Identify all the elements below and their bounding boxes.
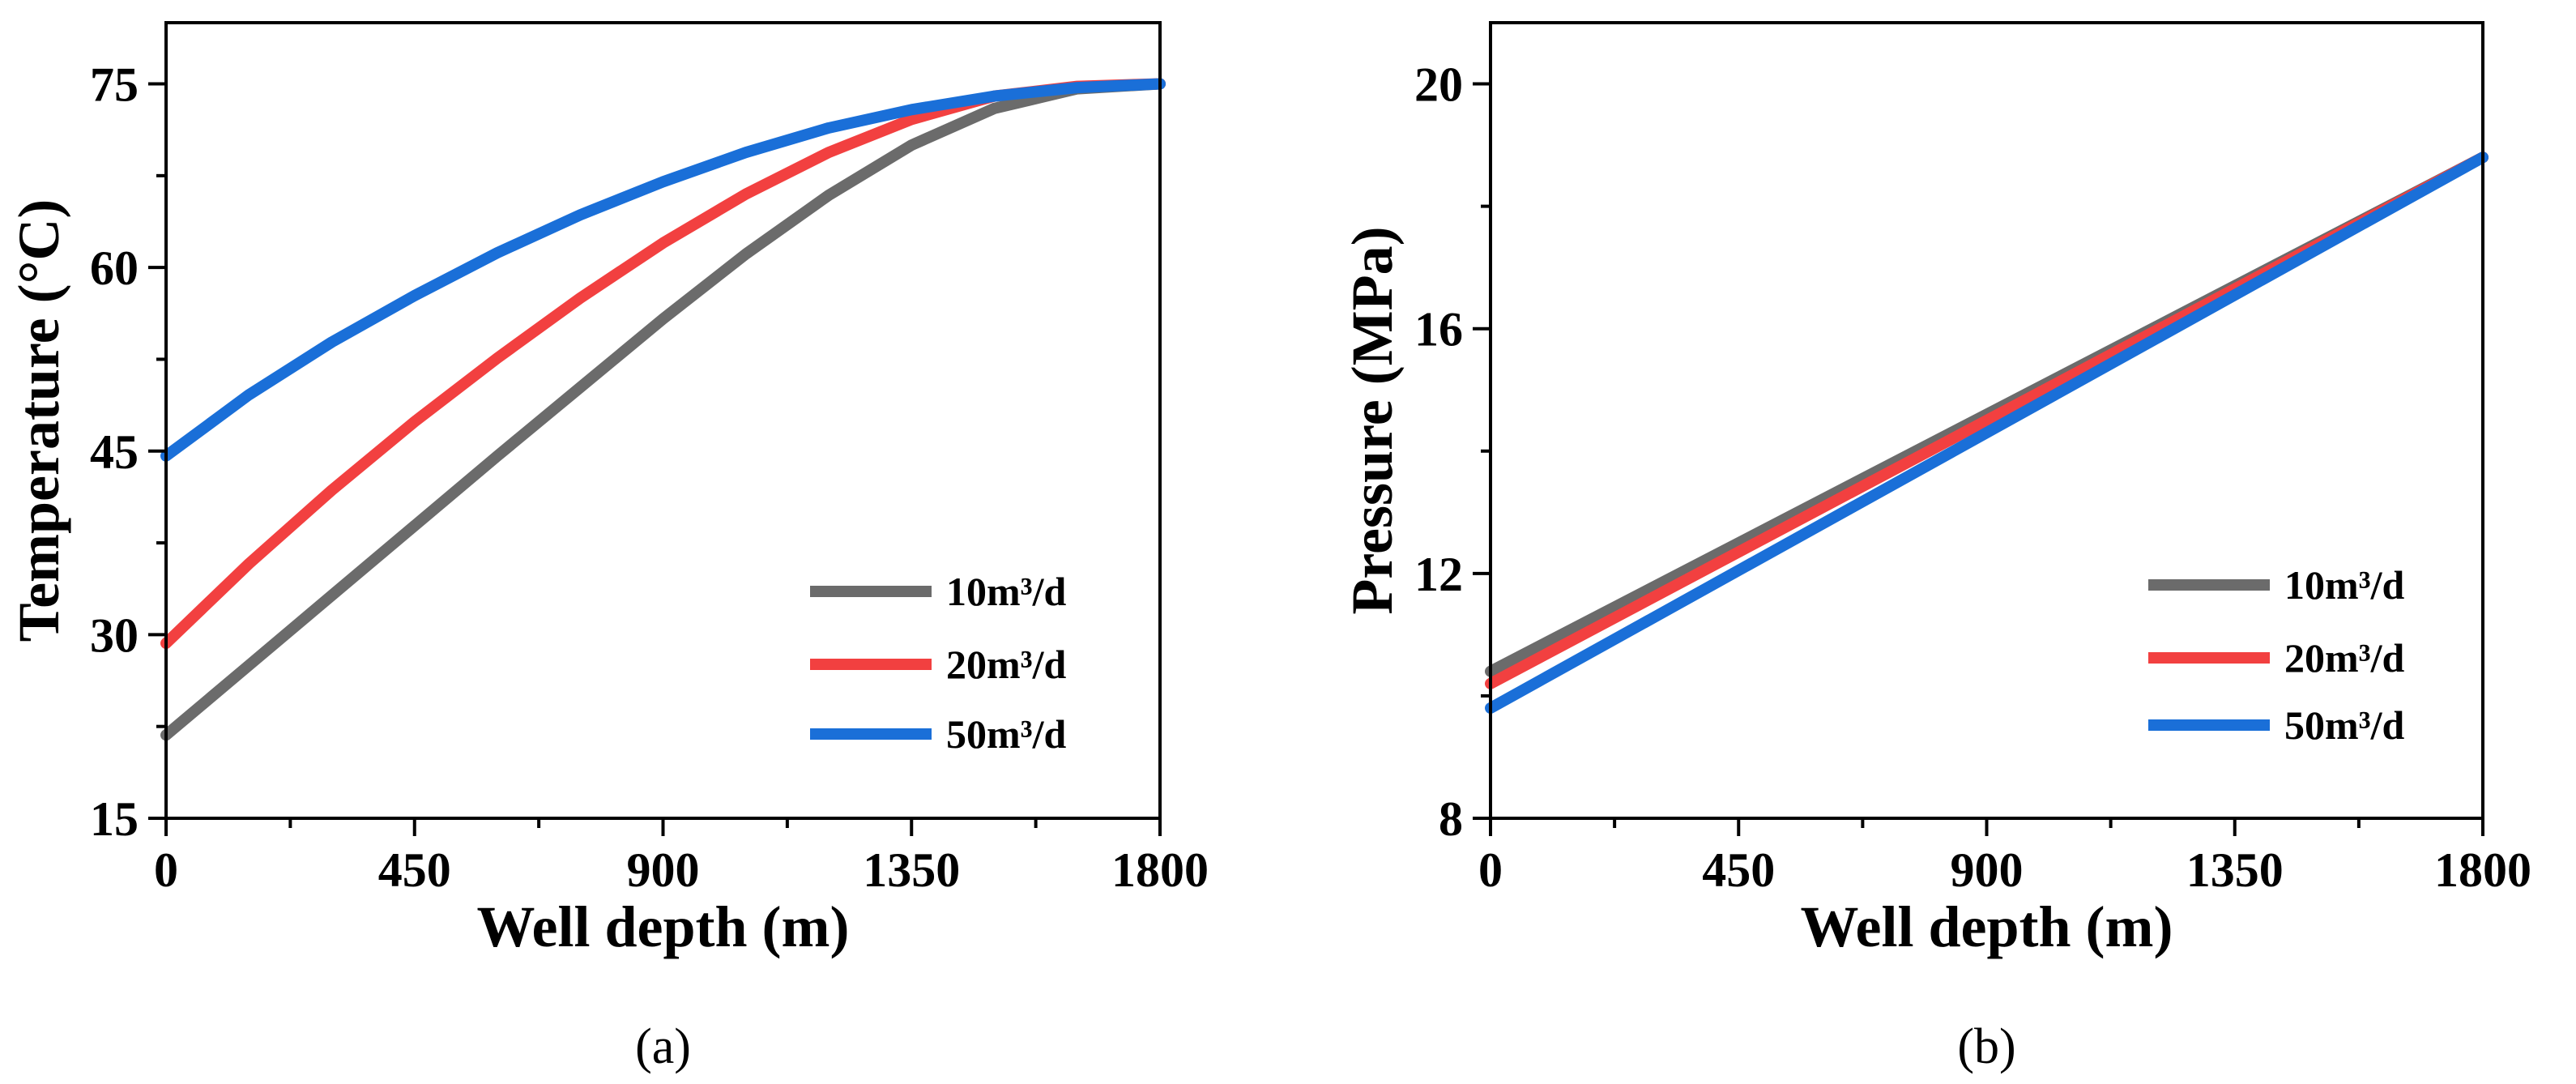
pressure-x-tick-label: 1800 [2434, 843, 2531, 897]
chart-temperature: 0 450 900 1350 1800 15 30 45 60 75 Well depth (m) T… [6, 21, 1209, 1074]
pressure-y-axis-label: Pressure (MPa) [1340, 226, 1405, 614]
temperature-y-tick-label: 15 [90, 792, 139, 846]
pressure-x-axis-label: Well depth (m) [1801, 894, 2173, 959]
pressure-x-tick-label: 1350 [2186, 843, 2284, 897]
pressure-legend-label-3: 50m³/d [2284, 702, 2405, 748]
temperature-legend-label-1: 10m³/d [946, 569, 1067, 614]
temperature-x-tick-label: 450 [378, 843, 451, 897]
pressure-x-tick-label: 900 [1951, 843, 2024, 897]
chart-pressure: 0 450 900 1350 1800 8 12 16 20 Well depth (m) Pres… [1340, 21, 2531, 1074]
pressure-legend-label-2: 20m³/d [2284, 635, 2405, 681]
temperature-legend-label-3: 50m³/d [946, 711, 1067, 757]
temperature-legend-label-2: 20m³/d [946, 642, 1067, 687]
temperature-legend: 10m³/d 20m³/d 50m³/d [810, 569, 1067, 757]
temperature-plot-frame [164, 21, 1162, 820]
pressure-y-tick-label: 16 [1414, 303, 1463, 356]
temperature-y-tick-label: 60 [90, 241, 139, 295]
temperature-x-tick-label: 1350 [863, 843, 960, 897]
temperature-y-tick-label: 75 [90, 58, 139, 112]
pressure-series-line-3 [1485, 152, 2489, 714]
pressure-caption: (b) [1957, 1019, 2015, 1074]
temperature-x-tick-label: 1800 [1111, 843, 1209, 897]
pressure-y-tick-label: 20 [1414, 58, 1463, 112]
temperature-series-line-1 [160, 78, 1166, 741]
temperature-x-tick-label: 900 [627, 843, 700, 897]
pressure-y-tick-label: 8 [1439, 792, 1463, 846]
pressure-x-tick-label: 450 [1702, 843, 1775, 897]
temperature-series-line-2 [160, 78, 1166, 649]
temperature-caption: (a) [635, 1019, 691, 1074]
temperature-x-tick-label: 0 [154, 843, 178, 897]
temperature-y-tick-label: 45 [90, 425, 139, 479]
temperature-y-tick-label: 30 [90, 608, 139, 662]
pressure-legend: 10m³/d 20m³/d 50m³/d [2148, 562, 2405, 748]
temperature-x-axis-label: Well depth (m) [477, 894, 850, 959]
pressure-x-tick-label: 0 [1478, 843, 1503, 897]
temperature-y-axis-label: Temperature (°C) [6, 199, 71, 642]
pressure-y-tick-label: 12 [1414, 548, 1463, 601]
temperature-series-line-3 [160, 78, 1166, 462]
pressure-legend-label-1: 10m³/d [2284, 562, 2405, 608]
